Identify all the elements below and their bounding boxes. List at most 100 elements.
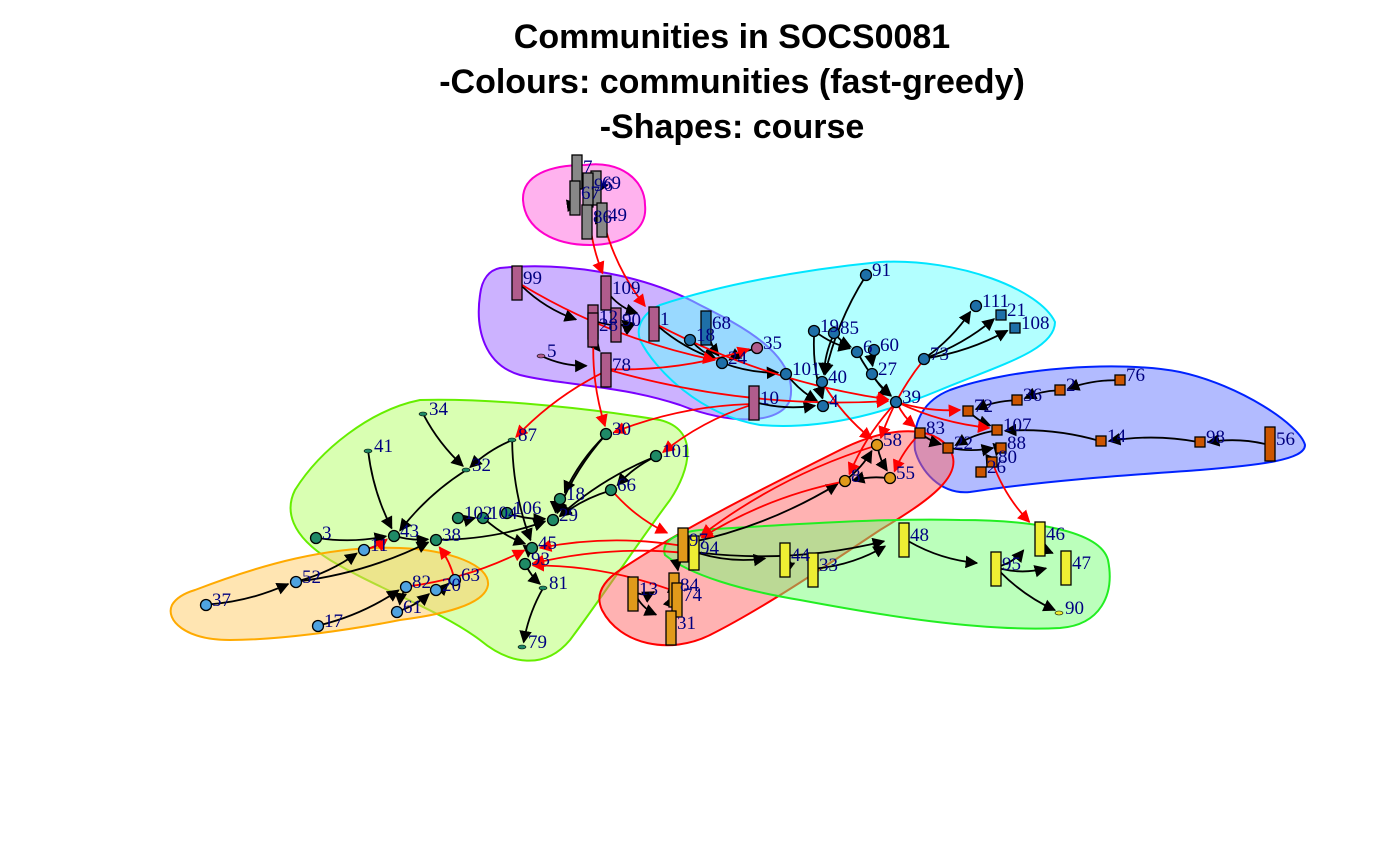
node-label-34: 34 [429, 399, 449, 420]
node-label-69: 69 [602, 173, 621, 194]
node-26 [975, 466, 987, 478]
node-label-35: 35 [763, 333, 782, 354]
node-21 [995, 309, 1007, 321]
edge-between [662, 404, 750, 453]
node-35 [750, 341, 764, 355]
edge-within [511, 440, 533, 542]
node-label-20: 20 [442, 575, 461, 596]
edge-between [515, 372, 603, 438]
node-73 [917, 352, 931, 366]
node-93 [518, 557, 532, 571]
node-47 [1060, 550, 1072, 586]
node-label-101: 101 [662, 441, 691, 462]
node-label-24: 24 [728, 348, 748, 369]
edge-between [531, 559, 669, 590]
title-line-3: -Shapes: course [600, 108, 865, 146]
node-label-81: 81 [549, 573, 568, 594]
node-18 [683, 333, 697, 347]
edge-between [538, 539, 678, 552]
edge-between [612, 403, 749, 435]
node-76 [1114, 374, 1126, 386]
node-label-90: 90 [622, 310, 641, 331]
node-72 [962, 405, 974, 417]
node-label-76: 76 [1126, 365, 1145, 386]
edge-within [924, 310, 972, 359]
node-label-14: 14 [1107, 426, 1127, 447]
node-67 [569, 180, 581, 216]
node-101 [779, 367, 793, 381]
node-label-60: 60 [880, 335, 899, 356]
node-label-40: 40 [828, 367, 847, 388]
node-33 [807, 552, 819, 588]
node-61 [390, 605, 404, 619]
node-60 [867, 343, 881, 357]
node-label-3: 3 [322, 523, 332, 544]
node-14 [1095, 435, 1107, 447]
node-label-80: 80 [998, 447, 1017, 468]
node-94 [688, 535, 700, 571]
node-label-63: 63 [461, 565, 480, 586]
node-78 [600, 352, 612, 388]
node-97 [677, 527, 689, 563]
node-99 [511, 265, 523, 301]
edge-within [925, 318, 996, 359]
node-85 [827, 326, 841, 340]
edge-within [399, 469, 466, 532]
edge-within [1206, 434, 1265, 447]
node-label-111: 111 [982, 291, 1009, 312]
edge-within [925, 329, 1009, 360]
node-label-91: 91 [872, 260, 891, 281]
edge-within [908, 540, 979, 569]
edge-within [621, 323, 636, 336]
node-108 [1009, 322, 1021, 334]
edge-within [297, 541, 430, 583]
figure-title: Communities in SOCS0081 -Colours: commun… [439, 18, 1025, 146]
node-6 [850, 345, 864, 359]
node-label-26: 26 [987, 457, 1006, 478]
node-label-83: 83 [926, 418, 945, 439]
node-37 [199, 598, 213, 612]
node-32 [461, 467, 471, 473]
edge-between [822, 382, 873, 440]
node-87 [507, 437, 517, 443]
node-79 [517, 644, 527, 650]
edge-between [700, 480, 844, 539]
edge-within [297, 552, 358, 583]
node-label-37: 37 [212, 590, 231, 611]
node-17 [311, 619, 325, 633]
node-label-30: 30 [612, 419, 631, 440]
node-label-10: 10 [760, 388, 779, 409]
edge-between [897, 401, 991, 434]
node-label-21: 21 [1007, 300, 1026, 321]
node-40 [815, 375, 829, 389]
node-label-99: 99 [523, 268, 542, 289]
edge-within [609, 295, 639, 316]
edge-between [611, 490, 669, 534]
node-41 [363, 448, 373, 454]
node-label-73: 73 [930, 344, 949, 365]
edge-within [367, 451, 393, 530]
node-58 [870, 438, 884, 452]
edge-between [531, 549, 689, 567]
node-label-87: 87 [518, 425, 537, 446]
edge-within [317, 532, 388, 545]
edge-within [558, 456, 655, 517]
node-43 [387, 529, 401, 543]
node-55 [883, 471, 897, 485]
node-label-7: 7 [583, 157, 593, 178]
node-90 [610, 307, 622, 343]
node-label-5: 5 [547, 341, 557, 362]
node-label-74: 74 [683, 585, 703, 606]
node-27 [865, 367, 879, 381]
node-label-2: 2 [1066, 375, 1076, 396]
node-label-36: 36 [1023, 385, 1042, 406]
node-19 [807, 324, 821, 338]
node-111 [969, 299, 983, 313]
node-label-22: 22 [954, 433, 973, 454]
edge-within [759, 401, 817, 414]
community-hulls [169, 163, 1307, 662]
node-label-106: 106 [513, 498, 542, 519]
node-39 [889, 395, 903, 409]
edge-within [541, 355, 588, 373]
